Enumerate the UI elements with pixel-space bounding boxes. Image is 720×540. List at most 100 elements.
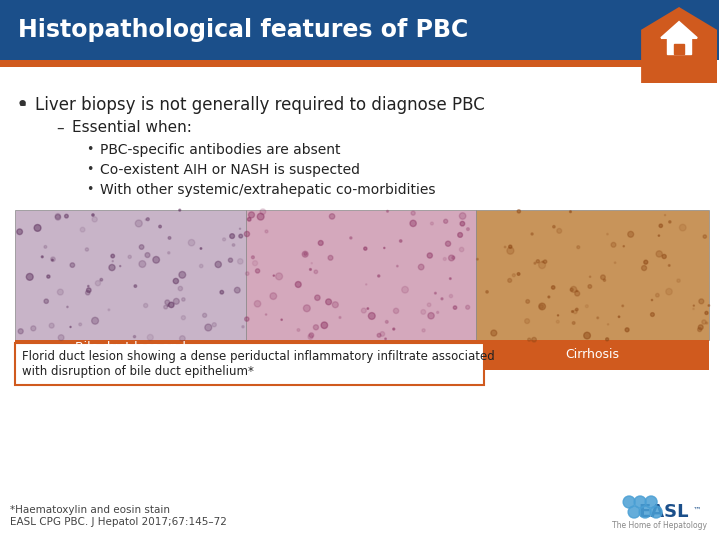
Circle shape	[67, 306, 68, 308]
Circle shape	[167, 305, 168, 306]
Circle shape	[315, 295, 320, 300]
Circle shape	[669, 221, 671, 223]
Circle shape	[698, 325, 703, 329]
Circle shape	[614, 262, 616, 264]
Circle shape	[639, 506, 651, 518]
Circle shape	[680, 224, 686, 231]
Circle shape	[625, 328, 629, 332]
Circle shape	[428, 313, 434, 319]
Circle shape	[80, 227, 85, 232]
Circle shape	[642, 266, 647, 271]
Circle shape	[571, 286, 577, 292]
Circle shape	[557, 228, 562, 233]
Circle shape	[491, 330, 497, 336]
Circle shape	[387, 211, 389, 212]
Circle shape	[651, 313, 654, 316]
Circle shape	[325, 299, 331, 305]
Text: –: –	[56, 120, 64, 136]
Circle shape	[295, 281, 301, 287]
Circle shape	[179, 209, 181, 211]
Circle shape	[253, 261, 258, 266]
Circle shape	[693, 308, 694, 309]
Circle shape	[200, 248, 202, 249]
Circle shape	[539, 262, 546, 268]
Circle shape	[246, 272, 249, 275]
Circle shape	[47, 275, 50, 278]
Circle shape	[552, 286, 555, 289]
Circle shape	[708, 305, 710, 306]
Circle shape	[257, 213, 264, 220]
Circle shape	[212, 323, 216, 327]
Text: *Haematoxylin and eosin stain: *Haematoxylin and eosin stain	[10, 505, 170, 515]
Circle shape	[163, 305, 168, 309]
Circle shape	[698, 328, 701, 332]
Circle shape	[174, 299, 179, 304]
Circle shape	[458, 233, 462, 238]
FancyBboxPatch shape	[15, 340, 709, 370]
Circle shape	[466, 305, 469, 309]
Circle shape	[181, 315, 186, 320]
Circle shape	[34, 225, 41, 231]
Circle shape	[181, 298, 185, 301]
Circle shape	[441, 298, 443, 300]
Circle shape	[600, 275, 606, 280]
Text: •: •	[86, 144, 94, 157]
Text: EASL: EASL	[639, 503, 689, 521]
Circle shape	[321, 322, 328, 328]
Circle shape	[179, 336, 185, 341]
Circle shape	[656, 251, 662, 257]
Circle shape	[548, 296, 550, 298]
Circle shape	[313, 325, 318, 330]
Circle shape	[168, 237, 171, 239]
Circle shape	[444, 258, 446, 260]
Circle shape	[377, 333, 381, 337]
Circle shape	[304, 252, 307, 255]
Circle shape	[427, 253, 433, 258]
Circle shape	[528, 338, 531, 341]
Circle shape	[92, 217, 97, 222]
Circle shape	[517, 273, 520, 275]
Circle shape	[573, 310, 577, 314]
Circle shape	[55, 214, 60, 220]
Circle shape	[256, 269, 260, 273]
FancyBboxPatch shape	[15, 343, 485, 385]
FancyBboxPatch shape	[477, 210, 709, 340]
Circle shape	[145, 253, 150, 258]
Circle shape	[452, 256, 455, 259]
Polygon shape	[661, 22, 697, 38]
Circle shape	[509, 245, 512, 248]
Circle shape	[634, 496, 646, 508]
Circle shape	[303, 305, 310, 312]
Circle shape	[628, 506, 640, 518]
Text: With other systemic/extrahepatic co-morbidities: With other systemic/extrahepatic co-morb…	[100, 183, 436, 197]
Circle shape	[139, 245, 144, 249]
Circle shape	[95, 281, 101, 286]
Circle shape	[699, 299, 703, 304]
Circle shape	[148, 334, 153, 340]
Circle shape	[662, 254, 666, 259]
Circle shape	[393, 308, 399, 314]
Circle shape	[86, 288, 91, 293]
Text: EASL CPG PBC. J Hepatol 2017;67:145–72: EASL CPG PBC. J Hepatol 2017;67:145–72	[10, 517, 227, 527]
Circle shape	[532, 338, 536, 342]
Circle shape	[65, 214, 68, 218]
Circle shape	[17, 229, 22, 234]
Circle shape	[41, 256, 43, 258]
Circle shape	[584, 332, 590, 339]
Circle shape	[281, 319, 282, 320]
Circle shape	[49, 323, 54, 328]
FancyBboxPatch shape	[0, 60, 659, 67]
Circle shape	[367, 308, 369, 309]
Circle shape	[265, 230, 268, 233]
Circle shape	[178, 286, 183, 291]
Circle shape	[421, 309, 426, 314]
Circle shape	[165, 300, 170, 305]
Circle shape	[449, 255, 454, 261]
Circle shape	[384, 338, 387, 340]
Circle shape	[436, 312, 438, 313]
Circle shape	[446, 241, 451, 246]
Circle shape	[143, 303, 148, 308]
Circle shape	[86, 291, 90, 295]
Circle shape	[544, 260, 546, 264]
Text: Cirrhosis: Cirrhosis	[566, 348, 620, 361]
